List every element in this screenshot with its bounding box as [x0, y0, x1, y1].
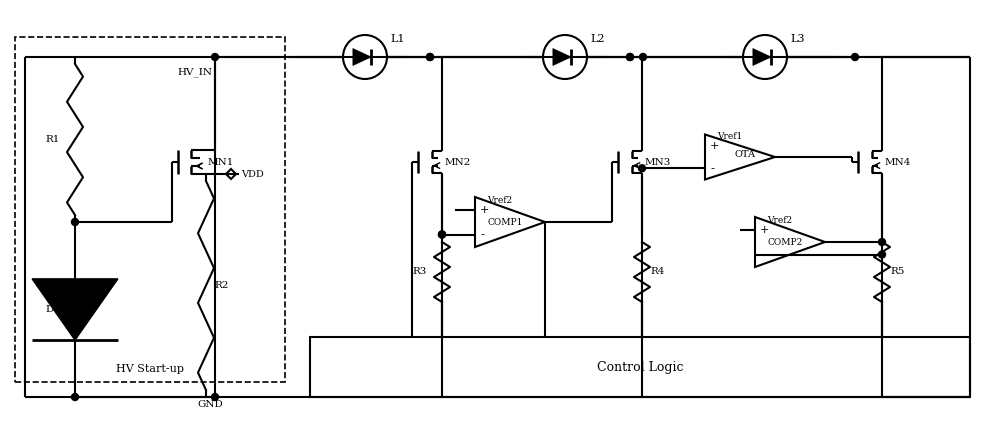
Circle shape [212, 393, 219, 400]
Text: L2: L2 [590, 34, 604, 44]
Circle shape [427, 54, 434, 60]
Text: HV_IN: HV_IN [177, 67, 212, 77]
Circle shape [852, 54, 858, 60]
Circle shape [626, 54, 634, 60]
Text: Vref2: Vref2 [767, 216, 793, 225]
Polygon shape [353, 49, 371, 65]
Text: COMP2: COMP2 [767, 238, 803, 246]
Text: GND: GND [198, 400, 223, 409]
Circle shape [72, 219, 79, 225]
Text: L1: L1 [390, 34, 405, 44]
Text: R2: R2 [214, 281, 228, 290]
Circle shape [879, 251, 886, 258]
Text: VDD: VDD [241, 170, 264, 179]
Circle shape [212, 54, 219, 60]
Text: R5: R5 [890, 268, 904, 276]
Circle shape [626, 54, 634, 60]
Text: R4: R4 [650, 268, 664, 276]
Text: +: + [710, 141, 719, 151]
Text: MN3: MN3 [645, 157, 671, 167]
Circle shape [879, 238, 886, 246]
Text: R1: R1 [46, 135, 60, 144]
Circle shape [427, 54, 434, 60]
Text: HV Start-up: HV Start-up [116, 364, 184, 374]
Polygon shape [32, 279, 118, 340]
Text: MN2: MN2 [445, 157, 471, 167]
Text: MN4: MN4 [885, 157, 911, 167]
Text: +: + [480, 205, 489, 214]
Circle shape [639, 165, 646, 172]
Bar [15, 37, 285, 382]
Text: -: - [760, 249, 764, 260]
Circle shape [640, 54, 646, 60]
Text: -: - [480, 230, 484, 240]
Text: COMP1: COMP1 [487, 217, 523, 227]
Polygon shape [753, 49, 771, 65]
Text: -: - [710, 163, 714, 173]
Circle shape [72, 393, 79, 400]
Text: L3: L3 [790, 34, 804, 44]
Text: Control Logic: Control Logic [597, 360, 683, 373]
Text: OTA: OTA [734, 149, 756, 159]
Circle shape [439, 231, 446, 238]
Text: Vref2: Vref2 [487, 195, 513, 205]
Text: MN1: MN1 [208, 157, 234, 167]
Polygon shape [553, 49, 571, 65]
Circle shape [439, 231, 446, 238]
Text: +: + [760, 225, 769, 235]
Text: Vref1: Vref1 [717, 132, 743, 141]
Text: D0: D0 [45, 305, 60, 314]
Text: R3: R3 [413, 268, 427, 276]
Bar [310, 337, 970, 397]
